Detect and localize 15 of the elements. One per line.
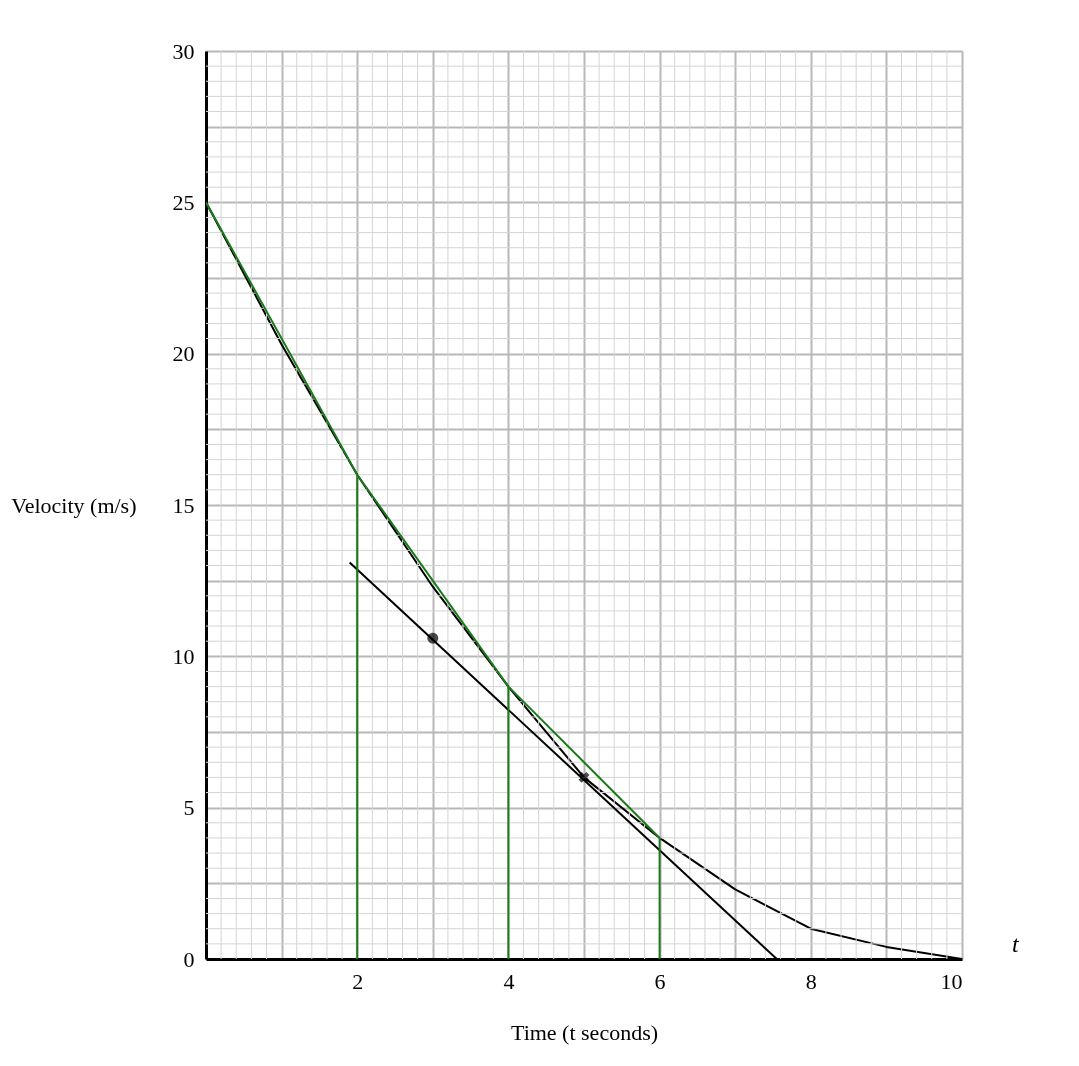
text: t [1012, 931, 1020, 957]
x-axis-title: Time (t seconds) [510, 1019, 659, 1045]
x-tick-label: 8 [805, 968, 817, 994]
y-tick-label: 10 [172, 643, 195, 669]
x-tick-label: 6 [654, 968, 666, 994]
y-tick-label: 25 [172, 189, 195, 215]
x-tick-label: 4 [503, 968, 515, 994]
y-tick-label: 0 [183, 946, 195, 972]
y-tick-label: 15 [172, 492, 195, 518]
y-tick-label: 30 [172, 38, 195, 64]
y-axis-title: Velocity (m/s) [11, 492, 137, 518]
y-tick-label: 20 [172, 341, 195, 367]
y-tick-label: 5 [183, 795, 195, 821]
x-tick-label: 10 [940, 968, 963, 994]
x-tick-label: 2 [352, 968, 364, 994]
